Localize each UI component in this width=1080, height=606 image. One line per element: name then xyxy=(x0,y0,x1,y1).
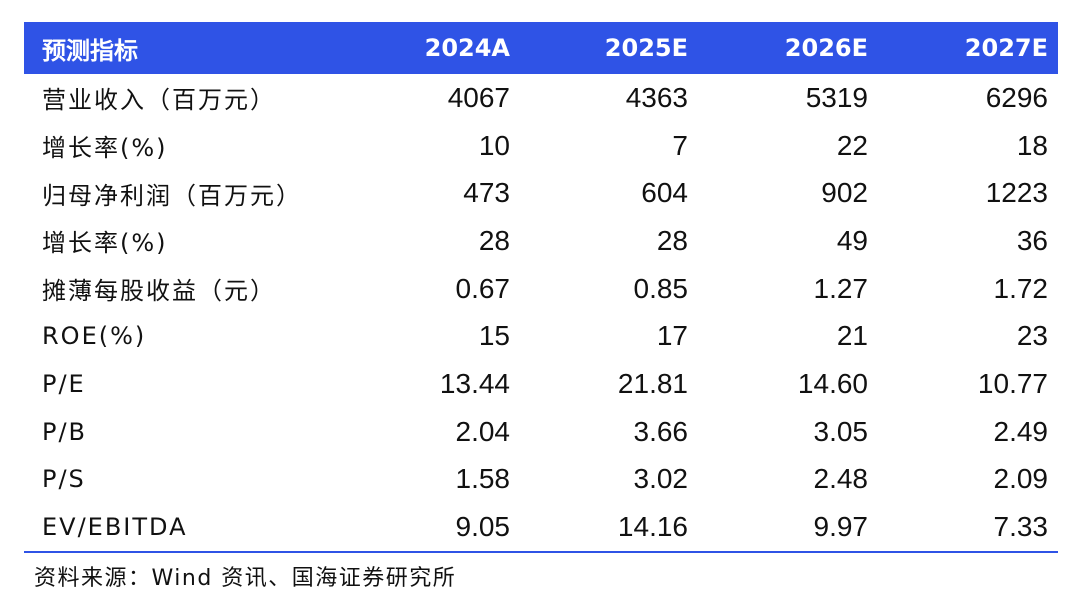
source-note: 资料来源：Wind 资讯、国海证券研究所 xyxy=(34,566,457,591)
table-row: ROE(%) 15 17 21 23 xyxy=(24,312,1058,360)
cell-value: 0.67 xyxy=(455,272,511,304)
cell-value: 7 xyxy=(672,129,688,161)
row-label: 归母净利润（百万元） xyxy=(42,181,302,210)
table-row: P/S 1.58 3.02 2.48 2.09 xyxy=(24,456,1058,504)
cell-value: 0.85 xyxy=(633,272,689,304)
forecast-table: 预测指标 2024A 2025E 2026E 2027E 营业收入（百万元） 4… xyxy=(24,22,1058,553)
cell-value: 14.16 xyxy=(520,503,698,553)
cell-value: 15 xyxy=(478,320,510,352)
row-label: P/E xyxy=(42,369,86,398)
table-header: 预测指标 2024A 2025E 2026E 2027E xyxy=(24,22,1058,74)
row-label: EV/EBITDA xyxy=(24,503,330,553)
table-body: 营业收入（百万元） 4067 4363 5319 6296 增长率(%) 10 … xyxy=(24,74,1058,553)
cell-value: 3.02 xyxy=(633,463,689,495)
cell-value: 3.05 xyxy=(813,415,869,447)
cell-value: 9.05 xyxy=(330,503,520,553)
header-2027e: 2027E xyxy=(878,22,1058,74)
cell-value: 9.97 xyxy=(698,503,878,553)
cell-value: 28 xyxy=(656,224,688,256)
row-label: 增长率(%) xyxy=(42,134,168,163)
header-indicator: 预测指标 xyxy=(24,22,330,74)
cell-value: 1223 xyxy=(985,177,1048,209)
cell-value: 49 xyxy=(836,224,868,256)
table-row: 增长率(%) 28 28 49 36 xyxy=(24,217,1058,265)
cell-value: 36 xyxy=(1016,224,1048,256)
row-label: P/S xyxy=(42,465,86,494)
cell-value: 10.77 xyxy=(977,367,1048,399)
cell-value: 13.44 xyxy=(439,367,510,399)
cell-value: 22 xyxy=(836,129,868,161)
cell-value: 28 xyxy=(478,224,510,256)
row-label: 增长率(%) xyxy=(42,229,168,258)
cell-value: 18 xyxy=(1016,129,1048,161)
header-2024a: 2024A xyxy=(330,22,520,74)
cell-value: 604 xyxy=(641,177,688,209)
cell-value: 473 xyxy=(463,177,510,209)
row-label: P/B xyxy=(42,417,88,446)
row-label: 营业收入（百万元） xyxy=(42,86,276,115)
table-row: 增长率(%) 10 7 22 18 xyxy=(24,122,1058,170)
cell-value: 4363 xyxy=(625,81,688,113)
cell-value: 21.81 xyxy=(617,367,688,399)
row-label: ROE(%) xyxy=(42,322,147,351)
table-row: 归母净利润（百万元） 473 604 902 1223 xyxy=(24,169,1058,217)
header-2026e: 2026E xyxy=(698,22,878,74)
row-label: 摊薄每股收益（元） xyxy=(42,277,276,306)
table-row: 营业收入（百万元） 4067 4363 5319 6296 xyxy=(24,74,1058,122)
cell-value: 5319 xyxy=(805,81,868,113)
header-2025e: 2025E xyxy=(520,22,698,74)
cell-value: 3.66 xyxy=(633,415,689,447)
cell-value: 2.09 xyxy=(993,463,1049,495)
cell-value: 7.33 xyxy=(878,503,1058,553)
cell-value: 10 xyxy=(478,129,510,161)
cell-value: 6296 xyxy=(985,81,1048,113)
cell-value: 4067 xyxy=(447,81,510,113)
cell-value: 2.48 xyxy=(813,463,869,495)
cell-value: 1.72 xyxy=(993,272,1049,304)
cell-value: 1.27 xyxy=(813,272,869,304)
cell-value: 14.60 xyxy=(797,367,868,399)
cell-value: 2.49 xyxy=(993,415,1049,447)
cell-value: 23 xyxy=(1016,320,1048,352)
cell-value: 1.58 xyxy=(455,463,511,495)
table-row: EV/EBITDA 9.05 14.16 9.97 7.33 xyxy=(24,503,1058,553)
forecast-table-container: 预测指标 2024A 2025E 2026E 2027E 营业收入（百万元） 4… xyxy=(24,22,1058,553)
cell-value: 21 xyxy=(836,320,868,352)
table-row: 摊薄每股收益（元） 0.67 0.85 1.27 1.72 xyxy=(24,265,1058,313)
cell-value: 17 xyxy=(656,320,688,352)
table-row: P/E 13.44 21.81 14.60 10.77 xyxy=(24,360,1058,408)
table-row: P/B 2.04 3.66 3.05 2.49 xyxy=(24,408,1058,456)
header-row: 预测指标 2024A 2025E 2026E 2027E xyxy=(24,22,1058,74)
cell-value: 902 xyxy=(821,177,868,209)
cell-value: 2.04 xyxy=(455,415,511,447)
